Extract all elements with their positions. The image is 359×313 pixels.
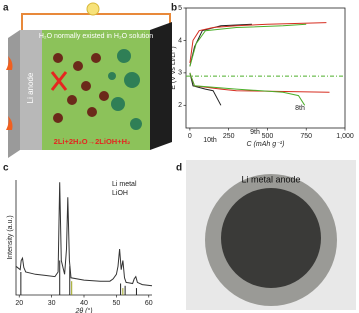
panel-label: a [3,3,9,14]
series-line [189,72,306,106]
annotation: 9th [250,129,260,136]
series-line [189,72,222,106]
caption: H₂O normally existed in H₂O solution [39,33,153,40]
series-line [189,23,307,67]
cross [50,71,68,91]
anode-label: Li anode [26,72,35,103]
cathode [150,22,172,150]
axes [15,180,152,296]
y-tick-label: 5 [178,5,182,12]
x-tick-label: 250 [223,133,235,140]
y-axis-label: E (V vs Li/Li⁺) [170,46,177,89]
anode-side [8,30,20,158]
anode-disc [221,188,321,288]
y-tick-label: 2 [178,102,182,109]
photo: Li metal anode [186,160,356,310]
legend-label: LiOH [112,190,128,197]
x-tick-label: 50 [112,300,120,307]
y-tick-label: 3 [178,70,182,77]
electrolyte [42,30,150,150]
x-tick-label: 20 [15,300,23,307]
x-axis-label: 2θ (°) [74,307,92,313]
annotation: 8th [295,105,305,112]
anode [20,30,42,150]
reaction: 2Li+2H₂O→2LiOH+H₂ [54,137,131,146]
series-line [189,22,327,64]
panel-label: d [176,163,182,174]
photo-caption: Li metal anode [241,174,300,184]
panel-label: b [171,3,177,14]
y-axis-label: Intensity (a.u.) [7,215,14,259]
x-axis-label: C (mAh g⁻¹) [247,141,285,148]
fire [6,56,13,130]
x-tick-label: 1,000 [336,133,354,140]
x-tick-label: 40 [80,300,88,307]
legend-label: Li metal [112,181,137,188]
schematic: H₂O normally existed in H₂O solution Li … [6,2,172,158]
x-tick-label: 0 [188,133,192,140]
annotation: 10th [203,137,217,144]
series-line [15,182,153,287]
plot-frame [185,7,346,129]
particles [53,53,109,123]
x-tick-label: 500 [262,133,274,140]
spheres [108,49,142,130]
x-tick-label: 30 [48,300,56,307]
panel-label: c [3,163,9,174]
bulb [86,2,100,16]
y-tick-label: 4 [178,37,182,44]
x-tick-label: 750 [300,133,312,140]
x-tick-label: 60 [145,300,153,307]
